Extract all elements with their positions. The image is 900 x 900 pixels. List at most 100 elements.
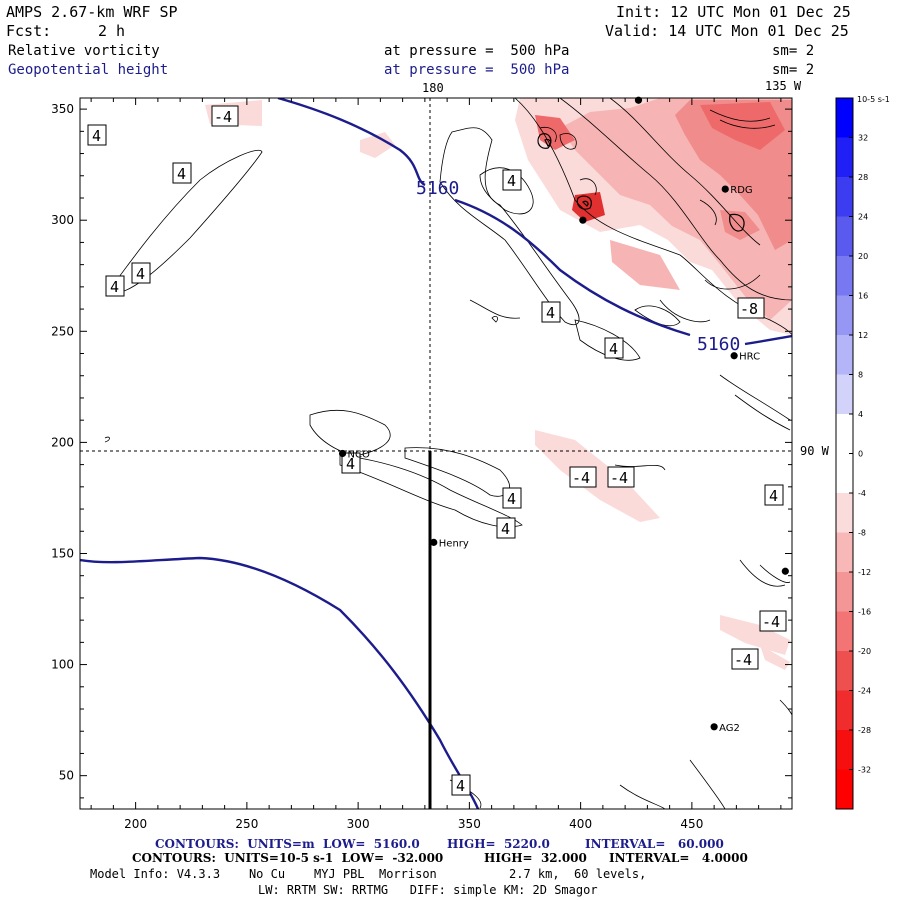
vort-label: 4	[541, 301, 561, 323]
height-label: 5160	[697, 334, 740, 355]
x-tick-label: 350	[458, 817, 481, 831]
vort-label: 4	[131, 262, 151, 284]
svg-text:4: 4	[136, 265, 145, 283]
colorbar-swatch	[836, 493, 853, 533]
x-tick-labels: 200 250 300 350 400 450	[124, 817, 703, 831]
label-90w: 90 W	[800, 444, 830, 458]
colorbar-swatch	[836, 177, 853, 217]
colorbar-tick-label: 0	[858, 450, 863, 459]
vorticity-cluster-contours	[537, 133, 745, 232]
forecast-hours: 2 h	[98, 22, 126, 40]
colorbar-swatch	[836, 690, 853, 731]
height-label: 5160	[416, 178, 459, 199]
model-title: AMPS 2.67-km WRF SP	[6, 3, 178, 21]
y-tick-labels: 350 300 250 200 150 100 50	[51, 102, 74, 783]
axis-ticks	[80, 98, 792, 809]
svg-text:4: 4	[92, 127, 101, 145]
vorticity-contour-high: HIGH= 32.000	[484, 851, 587, 865]
colorbar-tick-label: 4	[858, 410, 863, 419]
field1-level: at pressure = 500 hPa	[384, 43, 570, 59]
y-tick-label: 150	[51, 546, 74, 560]
colorbar-swatch	[836, 295, 853, 336]
vorticity-contour-interval: INTERVAL= 4.0000	[609, 851, 748, 865]
station-dot	[634, 96, 643, 104]
colorbar-swatch	[836, 216, 853, 257]
station-dot	[579, 216, 587, 224]
station-dot	[338, 449, 347, 458]
vort-label: -4	[731, 648, 759, 670]
x-tick-label: 300	[347, 817, 370, 831]
station-dot	[430, 538, 438, 546]
colorbar-swatch	[836, 532, 853, 573]
model-info: Model Info: V4.3.3 No Cu MYJ PBL Morriso…	[90, 867, 647, 881]
station-dot	[710, 723, 718, 731]
colorbar-tick-label: -4	[858, 489, 866, 498]
physics-info: LW: RRTM SW: RRTMG DIFF: simple KM: 2D S…	[258, 883, 598, 897]
height-contour-high: HIGH= 5220.0	[447, 837, 550, 851]
svg-text:4: 4	[501, 520, 510, 538]
colorbar-swatch	[836, 374, 853, 415]
station-dot	[730, 352, 738, 360]
y-tick-label: 250	[51, 324, 74, 338]
field2-level: at pressure = 500 hPa	[384, 62, 570, 78]
colorbar-swatch	[836, 453, 853, 494]
vort-label: 4	[764, 484, 784, 506]
station-dot	[781, 567, 789, 575]
negative-vorticity-shading	[205, 98, 792, 670]
colorbar-tick-label: -12	[858, 568, 871, 577]
station-label: NCO	[348, 450, 370, 461]
x-tick-label: 200	[124, 817, 147, 831]
stations: RDG HRC NCO Henry AG2	[338, 96, 789, 734]
vort-label: 4	[496, 517, 516, 539]
colorbar-swatch	[836, 651, 853, 691]
vort-label: 4	[502, 487, 522, 509]
colorbar-tick-label: 16	[858, 292, 868, 301]
colorbar-tick-label: 20	[858, 252, 868, 261]
colorbar-tick-label: 12	[858, 331, 868, 340]
svg-text:4: 4	[110, 278, 119, 296]
colorbar-swatch	[836, 98, 853, 138]
field1-smoothing: sm= 2	[772, 43, 815, 59]
colorbar-tick-label: -28	[858, 726, 871, 735]
vort-label: -8	[737, 297, 765, 319]
colorbar-tick-label: -32	[858, 766, 871, 775]
vort-label: 4	[87, 124, 107, 146]
station-label: HRC	[739, 352, 760, 363]
vort-label: 4	[604, 337, 624, 359]
colorbar-swatch	[836, 137, 853, 178]
colorbar-tick-label: 32	[858, 134, 868, 143]
y-tick-label: 200	[51, 435, 74, 449]
vort-label: 4	[172, 162, 192, 184]
colorbar-swatch	[836, 256, 853, 296]
svg-text:-4: -4	[762, 613, 780, 631]
svg-text:-4: -4	[734, 651, 752, 669]
vort-label: 4	[105, 275, 125, 297]
svg-text:-4: -4	[214, 108, 232, 126]
x-tick-label: 250	[235, 817, 258, 831]
label-135w: 135 W	[765, 79, 802, 93]
valid-time: Valid: 14 UTC Mon 01 Dec 25	[605, 22, 849, 40]
colorbar-tick-label: -8	[858, 529, 866, 538]
svg-text:4: 4	[769, 487, 778, 505]
colorbar-swatch	[836, 572, 853, 612]
colorbar-tick-label: -20	[858, 647, 871, 656]
station-label: Henry	[439, 538, 469, 549]
forecast-label: Fcst:	[6, 22, 52, 40]
vorticity-labels: 4 4 4 4 4 4 4 4 4 4 4 4 -4 -4 -4 -4 -4 -…	[87, 105, 787, 796]
station-label: AG2	[719, 723, 740, 734]
init-time: Init: 12 UTC Mon 01 Dec 25	[616, 3, 851, 21]
svg-text:4: 4	[507, 490, 516, 508]
colorbar-units: 10-5 s-1	[857, 95, 890, 104]
height-contour-info: CONTOURS: UNITS=m LOW= 5160.0	[155, 837, 420, 851]
svg-text:-4: -4	[572, 469, 590, 487]
colorbar-swatch	[836, 769, 853, 810]
colorbar-swatch	[836, 611, 853, 652]
height-contour-interval: INTERVAL= 60.000	[585, 837, 724, 851]
y-tick-label: 100	[51, 658, 74, 672]
vort-label: 4	[502, 169, 522, 191]
colorbar-swatch	[836, 335, 853, 375]
colorbar-swatch	[836, 730, 853, 770]
y-tick-label: 300	[51, 213, 74, 227]
